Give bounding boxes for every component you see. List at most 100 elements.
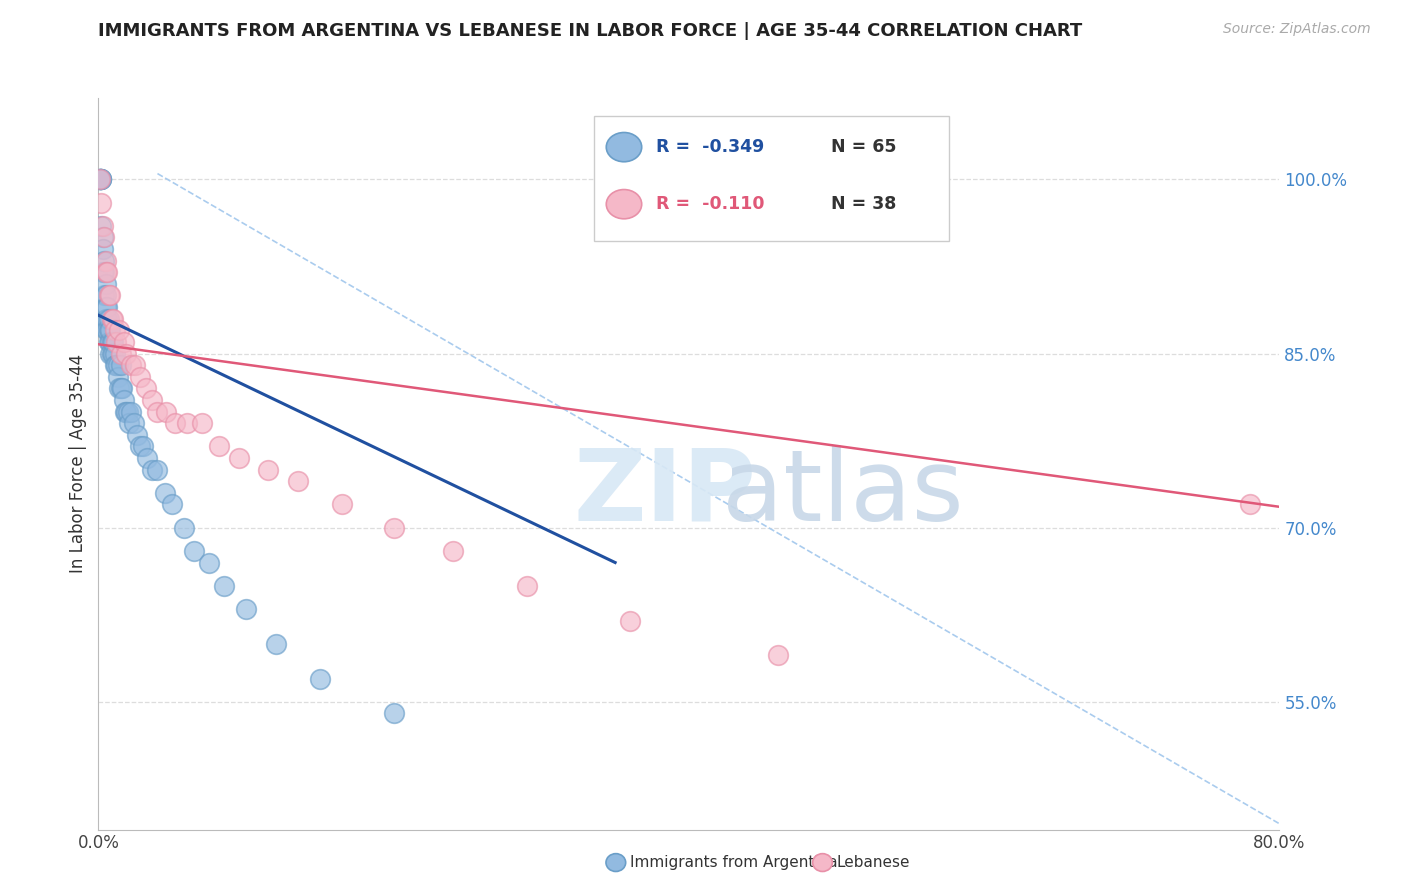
Point xyxy=(96,323,118,337)
Point xyxy=(162,498,183,512)
Point xyxy=(110,381,132,395)
Point xyxy=(112,334,135,349)
Point xyxy=(155,404,177,418)
Point xyxy=(91,265,114,279)
Point xyxy=(117,404,139,418)
Point xyxy=(93,253,115,268)
Point xyxy=(122,416,145,430)
Point xyxy=(100,346,122,360)
Text: Source: ZipAtlas.com: Source: ZipAtlas.com xyxy=(1223,22,1371,37)
Point xyxy=(112,392,135,407)
Point xyxy=(108,381,131,395)
Point xyxy=(115,404,138,418)
Point xyxy=(115,346,138,360)
Point xyxy=(110,358,132,372)
Point xyxy=(135,381,157,395)
Point xyxy=(257,463,280,477)
Text: R =  -0.349: R = -0.349 xyxy=(655,138,763,156)
Point xyxy=(619,614,641,628)
Point xyxy=(105,358,128,372)
Text: IMMIGRANTS FROM ARGENTINA VS LEBANESE IN LABOR FORCE | AGE 35-44 CORRELATION CHA: IMMIGRANTS FROM ARGENTINA VS LEBANESE IN… xyxy=(98,22,1083,40)
Point xyxy=(103,334,125,349)
Text: ZIP: ZIP xyxy=(574,444,756,541)
Point xyxy=(97,323,120,337)
Point xyxy=(132,439,155,453)
Point xyxy=(94,277,117,291)
Point xyxy=(146,463,169,477)
Point xyxy=(97,334,120,349)
Point xyxy=(382,521,405,535)
Point xyxy=(98,346,121,360)
Point xyxy=(96,311,118,326)
Point xyxy=(183,544,205,558)
Point xyxy=(105,334,128,349)
Point xyxy=(90,219,112,233)
Point xyxy=(173,521,195,535)
Point xyxy=(191,416,214,430)
Text: N = 38: N = 38 xyxy=(831,195,896,213)
Point xyxy=(141,392,163,407)
Point xyxy=(90,195,112,210)
Point xyxy=(165,416,187,430)
Point xyxy=(93,265,115,279)
Point xyxy=(766,648,789,663)
Point xyxy=(124,358,146,372)
Point xyxy=(91,242,114,256)
Point xyxy=(1239,498,1261,512)
Point xyxy=(89,172,111,186)
Point xyxy=(441,544,464,558)
Point xyxy=(90,172,112,186)
Point xyxy=(198,556,221,570)
Point xyxy=(111,381,134,395)
Point xyxy=(100,334,122,349)
Point xyxy=(94,253,117,268)
Point xyxy=(94,265,117,279)
Point xyxy=(90,172,112,186)
Text: Lebanese: Lebanese xyxy=(837,855,910,870)
Point xyxy=(141,463,163,477)
Point xyxy=(91,219,114,233)
Point xyxy=(136,450,159,465)
Point xyxy=(104,346,127,360)
Point xyxy=(228,450,250,465)
Point xyxy=(89,172,111,186)
Point xyxy=(108,323,131,337)
Point xyxy=(120,404,142,418)
Point xyxy=(103,346,125,360)
Point xyxy=(515,579,537,593)
Point xyxy=(97,288,120,302)
Point xyxy=(114,404,136,418)
Ellipse shape xyxy=(606,133,641,161)
Point xyxy=(98,334,121,349)
Point xyxy=(100,311,122,326)
Text: N = 65: N = 65 xyxy=(831,138,896,156)
Point xyxy=(89,172,111,186)
Y-axis label: In Labor Force | Age 35-44: In Labor Force | Age 35-44 xyxy=(69,354,87,574)
Text: atlas: atlas xyxy=(721,444,963,541)
Point xyxy=(330,498,353,512)
Point xyxy=(146,404,169,418)
Point xyxy=(97,311,120,326)
Point xyxy=(103,311,125,326)
Point xyxy=(208,439,231,453)
Point xyxy=(90,172,112,186)
Point xyxy=(176,416,198,430)
Point xyxy=(212,579,235,593)
Point xyxy=(264,637,287,651)
Point xyxy=(107,358,129,372)
Point xyxy=(94,288,117,302)
Point xyxy=(118,416,141,430)
Point xyxy=(309,672,332,686)
Point xyxy=(120,358,142,372)
Point xyxy=(104,358,127,372)
Point xyxy=(107,369,129,384)
Point xyxy=(153,486,176,500)
Text: R =  -0.110: R = -0.110 xyxy=(655,195,765,213)
Point xyxy=(89,172,111,186)
FancyBboxPatch shape xyxy=(595,117,949,241)
Point xyxy=(89,172,111,186)
Point xyxy=(128,369,150,384)
Point xyxy=(98,288,121,302)
Point xyxy=(104,323,127,337)
Point xyxy=(235,602,257,616)
